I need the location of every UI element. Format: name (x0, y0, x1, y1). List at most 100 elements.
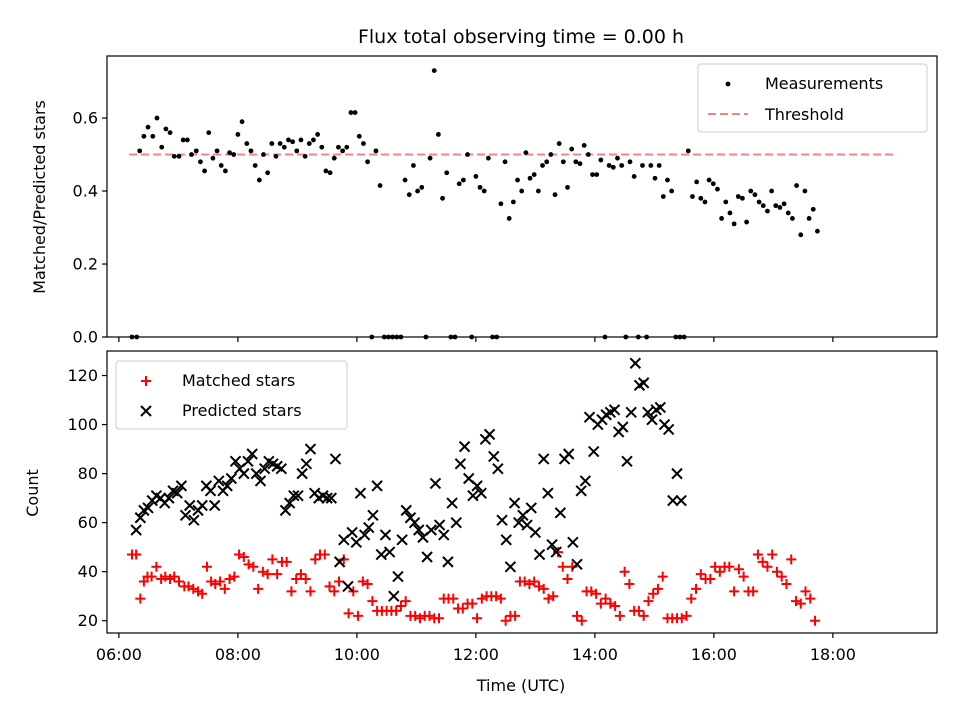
measurement-point (223, 168, 228, 174)
matched-star-point (686, 593, 697, 604)
matched-star-point (724, 561, 735, 572)
predicted-star-point (550, 546, 562, 558)
measurement-point (269, 141, 275, 146)
measurement-point (252, 163, 258, 168)
measurement-point (769, 188, 774, 194)
matched-star-point (691, 583, 702, 594)
measurement-point (481, 188, 487, 194)
ratio-panel: Flux total observing time = 0.00 h 0.00.… (30, 26, 938, 347)
y-tick-label: 0.0 (73, 328, 98, 347)
measurement-point (137, 148, 143, 154)
measurement-point (735, 194, 741, 199)
matched-star-point (338, 554, 349, 565)
matched-star-point (786, 554, 797, 565)
x-tick-label: 08:00 (215, 645, 261, 664)
predicted-star-point (667, 494, 679, 507)
matched-star-point (733, 564, 744, 575)
measurement-point (577, 161, 583, 167)
measurement-point (415, 188, 420, 194)
matched-star-point (805, 593, 816, 604)
matched-star-point (343, 608, 354, 619)
measurement-point (531, 172, 537, 178)
predicted-star-point (163, 492, 175, 504)
matched-star-point (400, 596, 411, 607)
predicted-star-point (438, 529, 450, 541)
matched-star-point (657, 571, 668, 582)
measurement-point (615, 155, 620, 161)
measurement-point (235, 132, 241, 137)
predicted-star-point (213, 475, 225, 487)
matched-star-point (810, 615, 821, 626)
measurement-point (145, 124, 151, 130)
matched-star-point (710, 561, 721, 572)
predicted-star-point (292, 489, 304, 502)
measurement-point (510, 199, 516, 205)
predicted-star-point (204, 485, 217, 497)
predicted-star-point (654, 401, 667, 414)
matched-star-point (652, 583, 663, 594)
predicted-star-point (567, 536, 579, 548)
matched-star-point (229, 571, 240, 582)
predicted-star-point (538, 453, 550, 465)
measurement-point (515, 177, 520, 183)
predicted-star-point (637, 377, 650, 389)
matched-star-point (319, 549, 330, 560)
measurement-point (502, 159, 508, 165)
measurement-point (544, 159, 550, 165)
predicted-star-point (321, 492, 333, 504)
matched-star-point (767, 549, 778, 560)
predicted-star-point (446, 497, 458, 509)
measurement-point (377, 183, 383, 188)
predicted-star-point (358, 529, 371, 541)
measurement-point (306, 141, 312, 146)
predicted-star-point (371, 480, 383, 492)
matched-star-point (300, 574, 311, 585)
measurement-point (323, 168, 329, 174)
x-tick-label: 10:00 (334, 645, 380, 664)
measurement-point (744, 219, 750, 225)
count-panel: 20 40 60 80 100 120 06:00 08:00 10:00 12:00 14:00 1… (23, 350, 938, 695)
measurement-point (560, 159, 566, 165)
predicted-star-point (396, 534, 408, 546)
matched-star-point (467, 598, 478, 609)
measurement-point (248, 148, 254, 154)
matched-star-point (146, 571, 157, 582)
measurement-point (590, 172, 595, 178)
predicted-star-point (675, 494, 687, 507)
measurement-point (277, 141, 283, 146)
measurement-point (798, 232, 804, 238)
measurement-point (231, 152, 237, 157)
predicted-star-point (388, 590, 400, 602)
measurement-point (648, 163, 654, 168)
count-y-axis-label: Count (23, 469, 42, 517)
matched-star-point (324, 581, 335, 592)
predicted-star-point (671, 467, 683, 480)
measurement-point (159, 144, 165, 150)
measurement-point (290, 139, 296, 145)
matched-star-point (591, 588, 602, 599)
measurement-point (150, 133, 156, 139)
measurement-point (171, 153, 177, 159)
matched-star-point (272, 569, 283, 580)
predicted-star-point (171, 487, 183, 499)
measurement-point (419, 184, 425, 190)
measurement-point (218, 163, 224, 168)
measurement-point (598, 157, 604, 163)
y-tick-label: 40 (78, 562, 98, 581)
predicted-star-point (142, 502, 154, 514)
predicted-star-point (554, 507, 567, 519)
count-marks (126, 357, 821, 626)
predicted-star-point (208, 499, 221, 512)
matched-star-point (395, 601, 406, 612)
ratio-legend: Measurements Threshold (697, 63, 928, 133)
measurement-point (660, 194, 666, 199)
matched-star-point (334, 576, 345, 587)
predicted-star-point (662, 423, 675, 436)
predicted-star-point (175, 480, 188, 492)
matched-star-point (681, 610, 692, 621)
measurement-point (569, 146, 575, 152)
measurement-point (815, 228, 820, 234)
measurement-point (141, 133, 147, 139)
predicted-star-point (571, 558, 583, 571)
measurement-point (273, 153, 279, 159)
